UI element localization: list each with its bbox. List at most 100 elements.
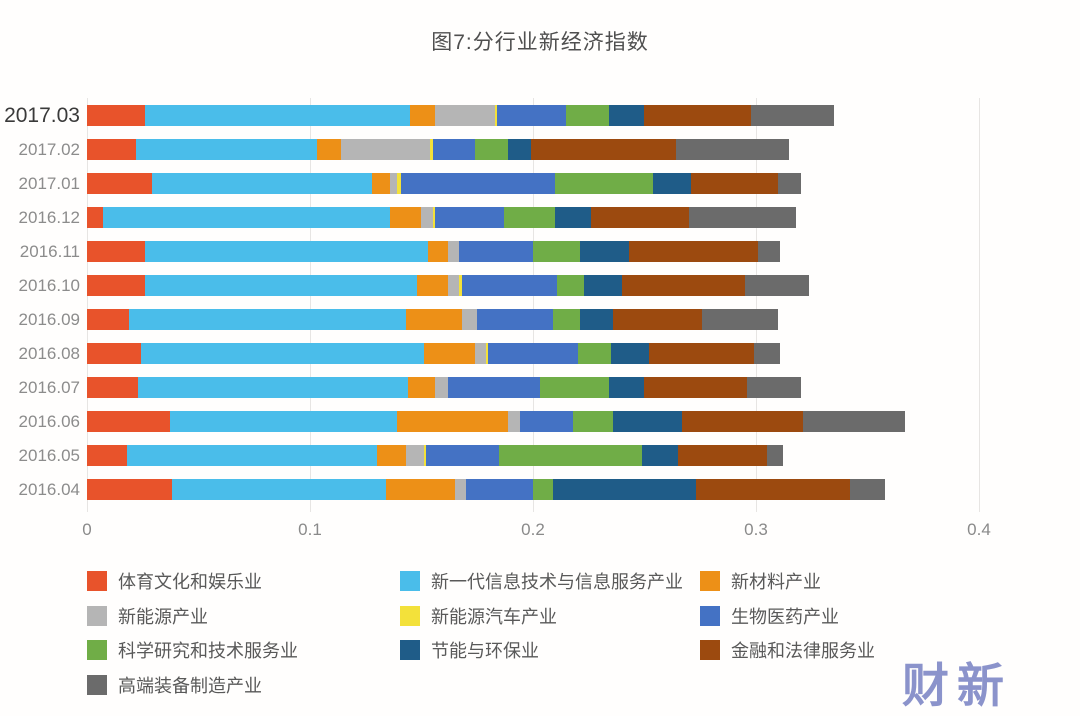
bar-segment-金融和法律服务业 [530,139,676,160]
bar-segment-新一代信息技术与信息服务产业 [169,411,397,432]
gridline-0.4 [979,98,980,512]
legend-label: 新能源汽车产业 [431,606,557,627]
bar-segment-高端装备制造产业 [802,411,906,432]
bar-segment-新能源汽车产业 [430,139,433,160]
bar-segment-新一代信息技术与信息服务产业 [129,309,406,330]
bar-segment-新材料产业 [396,411,509,432]
bar-segment-高端装备制造产业 [675,139,790,160]
bar-segment-金融和法律服务业 [682,411,803,432]
bar-segment-科学研究和技术服务业 [573,411,614,432]
x-tick-label-0.1: 0.1 [298,520,322,539]
y-label-2016.11: 2016.11 [19,241,80,261]
bar-segment-节能与环保业 [653,173,692,194]
bar-segment-新材料产业 [417,275,449,296]
legend-swatch-icon [87,640,107,661]
chart-title: 图7:分行业新经济指数 [431,31,649,54]
bar-segment-生物医药产业 [466,479,533,500]
bar-segment-生物医药产业 [425,445,500,466]
bar-segment-高端装备制造产业 [758,241,781,262]
y-label-2017.03: 2017.03 [4,103,80,127]
bar-segment-体育文化和娱乐业 [87,377,139,398]
legend-label: 新一代信息技术与信息服务产业 [431,572,683,593]
bar-row-2017.01: 2017.01 [19,173,801,194]
legend-item-节能与环保业: 节能与环保业 [400,633,700,668]
bar-row-2017.03: 2017.03 [4,104,834,127]
y-label-2016.08: 2016.08 [18,343,80,363]
bar-segment-金融和法律服务业 [677,445,768,466]
plot-area: 2017.03 2017.02 2017.01 2016.12 2016.11 2016.… [4,98,1080,512]
bar-segment-节能与环保业 [553,479,696,500]
legend-label: 体育文化和娱乐业 [118,572,262,593]
bar-segment-金融和法律服务业 [622,275,745,296]
bar-segment-新能源汽车产业 [396,173,402,194]
bar-segment-生物医药产业 [401,173,556,194]
bar-segment-生物医药产业 [434,207,504,228]
bar-segment-新能源产业 [475,343,487,364]
bar-segment-新一代信息技术与信息服务产业 [138,377,409,398]
legend-item-新能源产业: 新能源产业 [87,599,400,634]
legend-label: 生物医药产业 [731,606,839,627]
bar-segment-高端装备制造产业 [849,479,886,500]
bar-segment-新材料产业 [405,309,462,330]
bar-segment-新一代信息技术与信息服务产业 [144,275,418,296]
bar-segment-科学研究和技术服务业 [555,173,654,194]
legend-item-新能源汽车产业: 新能源汽车产业 [400,599,700,634]
bar-segment-体育文化和娱乐业 [87,479,172,500]
bar-segment-生物医药产业 [461,275,558,296]
legend-label: 新材料产业 [731,572,821,593]
legend-swatch-icon [87,674,107,695]
legend-item-生物医药产业: 生物医药产业 [700,599,1067,634]
bar-segment-新能源产业 [434,377,449,398]
bar-segment-生物医药产业 [519,411,574,432]
x-tick-label-0.4: 0.4 [967,520,991,539]
bar-segment-节能与环保业 [608,377,645,398]
gridline-0.1 [310,98,311,512]
legend-item-新一代信息技术与信息服务产业: 新一代信息技术与信息服务产业 [400,564,700,599]
bar-segment-新能源产业 [461,309,478,330]
bar-segment-新能源产业 [390,173,397,194]
legend-item-金融和法律服务业: 金融和法律服务业 [700,633,1067,668]
y-label-2017.01: 2017.01 [18,173,80,193]
bar-segment-高端装备制造产业 [744,275,810,296]
bar-segment-科学研究和技术服务业 [557,275,585,296]
bar-segment-新能源汽车产业 [459,275,462,296]
y-label-2016.07: 2016.07 [18,377,80,397]
bar-row-2016.11: 2016.11 [20,241,781,262]
gridline-0 [87,98,88,512]
gridline-0.2 [533,98,534,512]
y-label-2017.02: 2017.02 [18,139,80,159]
bar-segment-节能与环保业 [642,445,678,466]
bar-segment-体育文化和娱乐业 [87,343,141,364]
bar-segment-高端装备制造产业 [702,309,779,330]
figure-page: { "title": "图7:分行业新经济指数", "watermark": "… [4,31,1080,712]
legend-swatch-icon [400,605,420,626]
legend-label: 科学研究和技术服务业 [118,641,298,662]
bar-segment-科学研究和技术服务业 [499,445,643,466]
legend-swatch-icon [87,605,107,626]
bar-segment-体育文化和娱乐业 [87,139,137,160]
bar-segment-新材料产业 [423,343,475,364]
bar-segment-节能与环保业 [584,275,623,296]
bar-segment-高端装备制造产业 [778,173,801,194]
bar-segment-新一代信息技术与信息服务产业 [102,207,391,228]
bar-segment-新能源产业 [448,241,460,262]
bar-segment-科学研究和技术服务业 [553,309,580,330]
bar-segment-新材料产业 [376,445,406,466]
legend-swatch-icon [400,571,420,592]
bar-segment-新一代信息技术与信息服务产业 [140,343,424,364]
bar-segment-节能与环保业 [610,343,649,364]
caixin-watermark: 财新 [902,659,1012,712]
bar-segment-新一代信息技术与信息服务产业 [144,105,411,126]
bar-segment-体育文化和娱乐业 [87,275,145,296]
bar-segment-新材料产业 [372,173,391,194]
bar-segment-科学研究和技术服务业 [532,479,554,500]
bar-segment-新能源产业 [448,275,460,296]
bar-segment-生物医药产业 [432,139,475,160]
legend-label: 金融和法律服务业 [731,641,875,662]
legend: 体育文化和娱乐业 新一代信息技术与信息服务产业 新材料产业新能源产业 新能源汽车产业 生… [87,564,1067,702]
bar-row-2016.08: 2016.08 [19,343,781,364]
bar-segment-高端装备制造产业 [753,343,781,364]
bar-segment-新能源产业 [454,479,467,500]
bar-segment-新一代信息技术与信息服务产业 [136,139,317,160]
bar-segment-生物医药产业 [497,105,567,126]
